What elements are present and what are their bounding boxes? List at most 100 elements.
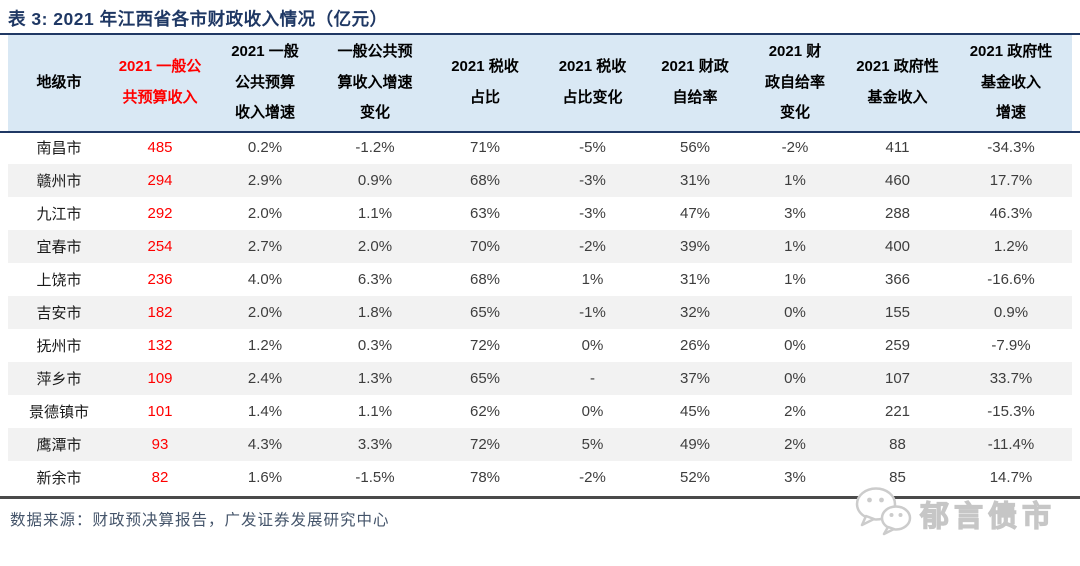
- cell-budget-growth-change: 1.8%: [357, 304, 393, 321]
- cell-fund-revenue: 259: [884, 337, 911, 354]
- cell-budget-growth: 2.9%: [247, 172, 283, 189]
- cell-budget-growth: 2.7%: [247, 238, 283, 255]
- cell-budget-growth-change: 1.1%: [357, 205, 393, 222]
- cell-budget-growth: 0.2%: [247, 139, 283, 156]
- table-row: 吉安市 182 2.0% 1.8% 65% -1% 32% 0% 155 0.9…: [8, 296, 1072, 329]
- cell-budget-growth-change: 3.3%: [357, 436, 393, 453]
- col-header-budget-revenue: 2021 一般公 共预算收入: [118, 58, 202, 106]
- cell-city: 景德镇市: [28, 404, 89, 421]
- col-header-self-sufficiency-change: 2021 财 政自给率 变化: [764, 42, 825, 122]
- cell-fund-growth: 0.9%: [993, 304, 1029, 321]
- cell-fund-growth: -11.4%: [987, 436, 1035, 453]
- cell-budget-revenue: 292: [147, 205, 173, 222]
- cell-self-sufficiency: 32%: [679, 304, 711, 321]
- cell-fund-revenue: 88: [889, 436, 906, 453]
- table-row: 九江市 292 2.0% 1.1% 63% -3% 47% 3% 288 46.…: [8, 197, 1072, 230]
- col-header-fund-growth: 2021 政府性 基金收入 增速: [969, 42, 1053, 122]
- cell-fund-revenue: 155: [884, 304, 911, 321]
- col-header-self-sufficiency: 2021 财政 自给率: [661, 58, 729, 106]
- cell-budget-revenue: 236: [147, 271, 173, 288]
- cell-self-sufficiency-change: 2%: [784, 403, 806, 420]
- cell-fund-revenue: 288: [884, 205, 911, 222]
- cell-city: 九江市: [36, 206, 82, 223]
- cell-tax-share-change: -2%: [579, 469, 606, 486]
- col-header-budget-growth-change: 一般公共预 算收入增速 变化: [337, 42, 413, 122]
- cell-budget-growth: 1.6%: [247, 469, 283, 486]
- cell-self-sufficiency: 49%: [679, 436, 711, 453]
- cell-budget-revenue: 294: [147, 172, 173, 189]
- fiscal-revenue-table: 地级市 2021 一般公 共预算收入 2021 一般 公共预算 收入增速 一般公…: [8, 35, 1072, 494]
- cell-self-sufficiency: 39%: [679, 238, 711, 255]
- cell-budget-revenue: 82: [151, 469, 169, 486]
- cell-fund-growth: -34.3%: [987, 139, 1035, 156]
- table-header-row: 地级市 2021 一般公 共预算收入 2021 一般 公共预算 收入增速 一般公…: [8, 35, 1072, 131]
- cell-budget-revenue: 485: [147, 139, 173, 156]
- cell-self-sufficiency: 26%: [679, 337, 711, 354]
- table-row: 鹰潭市 93 4.3% 3.3% 72% 5% 49% 2% 88 -11.4%: [8, 428, 1072, 461]
- cell-tax-share: 78%: [469, 469, 501, 486]
- table-row: 新余市 82 1.6% -1.5% 78% -2% 52% 3% 85 14.7…: [8, 461, 1072, 494]
- table-row: 宜春市 254 2.7% 2.0% 70% -2% 39% 1% 400 1.2…: [8, 230, 1072, 263]
- col-header-tax-share-change: 2021 税收 占比变化: [558, 58, 627, 106]
- watermark: 郁言债市: [852, 484, 1056, 543]
- cell-tax-share: 68%: [469, 271, 501, 288]
- table-row: 萍乡市 109 2.4% 1.3% 65% - 37% 0% 107 33.7%: [8, 362, 1072, 395]
- cell-self-sufficiency-change: 1%: [784, 238, 806, 255]
- cell-budget-growth: 2.4%: [247, 370, 283, 387]
- cell-tax-share-change: 5%: [581, 436, 604, 453]
- cell-fund-revenue: 400: [884, 238, 911, 255]
- cell-budget-growth: 1.2%: [247, 337, 283, 354]
- cell-fund-growth: 1.2%: [993, 238, 1029, 255]
- cell-fund-revenue: 221: [884, 403, 911, 420]
- cell-city: 鹰潭市: [36, 437, 82, 454]
- cell-self-sufficiency: 45%: [679, 403, 711, 420]
- cell-tax-share: 62%: [469, 403, 501, 420]
- cell-self-sufficiency: 37%: [679, 370, 711, 387]
- cell-fund-revenue: 411: [885, 139, 910, 156]
- cell-city: 抚州市: [36, 338, 82, 355]
- cell-self-sufficiency-change: 0%: [784, 370, 806, 387]
- cell-tax-share: 68%: [469, 172, 501, 189]
- table-row: 景德镇市 101 1.4% 1.1% 62% 0% 45% 2% 221 -15…: [8, 395, 1072, 428]
- cell-budget-growth: 1.4%: [247, 403, 283, 420]
- cell-self-sufficiency: 31%: [679, 172, 711, 189]
- cell-self-sufficiency-change: 3%: [784, 205, 806, 222]
- cell-budget-revenue: 93: [151, 436, 169, 453]
- cell-tax-share: 72%: [469, 337, 501, 354]
- cell-tax-share-change: 0%: [581, 337, 604, 354]
- cell-fund-growth: 14.7%: [989, 469, 1033, 486]
- cell-tax-share-change: -5%: [579, 139, 606, 156]
- cell-tax-share: 63%: [469, 205, 501, 222]
- cell-city: 萍乡市: [36, 371, 82, 388]
- cell-fund-revenue: 107: [884, 370, 911, 387]
- title-divider: [0, 33, 1080, 35]
- cell-budget-revenue: 182: [147, 304, 173, 321]
- cell-budget-revenue: 254: [147, 238, 173, 255]
- table-header: 地级市 2021 一般公 共预算收入 2021 一般 公共预算 收入增速 一般公…: [8, 35, 1072, 131]
- cell-tax-share: 65%: [469, 370, 501, 387]
- col-header-tax-share: 2021 税收 占比: [451, 58, 519, 106]
- cell-tax-share-change: -2%: [579, 238, 606, 255]
- cell-self-sufficiency-change: 0%: [784, 304, 806, 321]
- cell-tax-share-change: 0%: [581, 403, 604, 420]
- cell-self-sufficiency: 56%: [679, 139, 711, 156]
- col-header-city: 地级市: [36, 73, 82, 91]
- cell-fund-growth: -16.6%: [987, 271, 1035, 288]
- cell-tax-share-change: -: [590, 370, 595, 387]
- cell-tax-share: 70%: [469, 238, 501, 255]
- table-bottom-divider: [0, 496, 1080, 499]
- cell-budget-growth-change: 0.9%: [357, 172, 393, 189]
- cell-budget-growth: 4.0%: [247, 271, 283, 288]
- table-row: 南昌市 485 0.2% -1.2% 71% -5% 56% -2% 411 -…: [8, 131, 1072, 164]
- cell-tax-share-change: 1%: [581, 271, 604, 288]
- cell-fund-revenue: 85: [889, 469, 906, 486]
- cell-city: 上饶市: [36, 272, 82, 289]
- cell-budget-growth: 2.0%: [247, 205, 283, 222]
- cell-city: 宜春市: [36, 239, 82, 256]
- cell-budget-growth: 4.3%: [247, 436, 283, 453]
- cell-fund-revenue: 460: [884, 172, 911, 189]
- cell-self-sufficiency-change: 0%: [784, 337, 806, 354]
- cell-tax-share: 65%: [469, 304, 501, 321]
- cell-budget-growth-change: 2.0%: [357, 238, 393, 255]
